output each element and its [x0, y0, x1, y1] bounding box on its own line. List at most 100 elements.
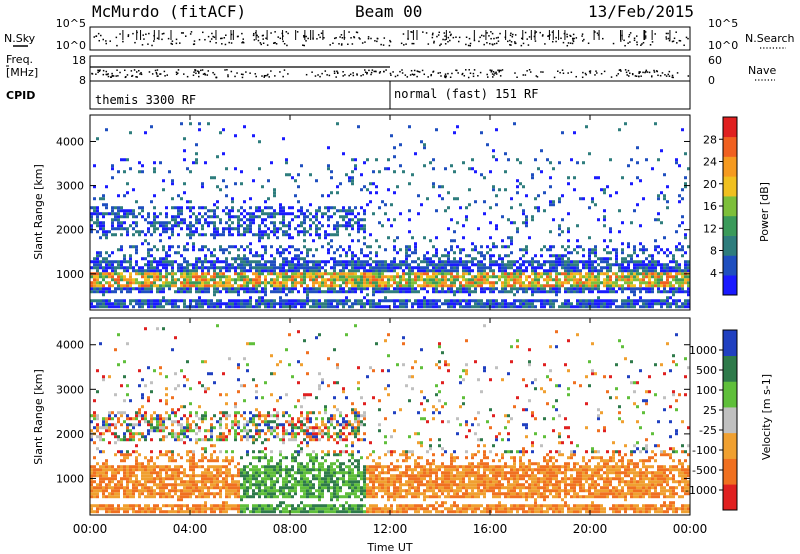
range-time-cell	[156, 426, 159, 430]
range-time-cell	[96, 221, 99, 225]
range-time-cell	[225, 287, 228, 291]
range-time-cell	[660, 275, 663, 279]
range-time-cell	[387, 188, 390, 192]
range-time-cell	[102, 290, 105, 294]
range-time-cell	[474, 290, 477, 294]
range-time-cell	[288, 299, 291, 303]
range-time-cell	[432, 302, 435, 306]
range-time-cell	[489, 248, 492, 252]
range-time-cell	[420, 266, 423, 270]
range-time-cell	[180, 227, 183, 231]
nsky-point	[211, 32, 213, 35]
range-time-cell	[348, 281, 351, 285]
range-time-cell	[276, 278, 279, 282]
range-time-cell	[99, 507, 102, 511]
range-time-cell	[222, 281, 225, 285]
nave-point	[283, 69, 286, 71]
range-time-cell	[606, 302, 609, 306]
range-time-cell	[360, 305, 363, 309]
range-time-cell	[483, 305, 486, 309]
range-time-cell	[138, 462, 141, 466]
range-time-cell	[189, 230, 192, 234]
range-time-cell	[624, 281, 627, 285]
range-time-cell	[336, 305, 339, 309]
range-time-cell	[117, 194, 120, 198]
range-time-cell	[645, 272, 648, 276]
range-time-cell	[96, 504, 99, 508]
range-time-cell	[240, 272, 243, 276]
range-time-cell	[141, 477, 144, 481]
range-time-cell	[189, 284, 192, 288]
range-time-cell	[456, 275, 459, 279]
range-time-cell	[207, 284, 210, 288]
range-time-cell	[330, 284, 333, 288]
range-time-cell	[357, 212, 360, 216]
range-time-cell	[567, 299, 570, 303]
range-time-cell	[609, 158, 612, 162]
range-time-cell	[504, 290, 507, 294]
nave-point	[668, 70, 671, 73]
range-time-cell	[630, 284, 633, 288]
range-time-cell	[492, 185, 495, 189]
nave-point	[406, 76, 409, 78]
nsky-point	[367, 37, 370, 40]
nave-point	[477, 75, 479, 77]
nave-point	[394, 75, 397, 78]
range-time-cell	[270, 221, 273, 225]
nave-point	[401, 72, 404, 74]
range-time-cell	[222, 251, 225, 255]
nsky-point	[382, 44, 385, 46]
range-time-cell	[606, 278, 609, 282]
range-time-cell	[375, 272, 378, 276]
range-time-cell	[159, 278, 162, 282]
range-time-cell	[96, 263, 99, 267]
range-time-cell	[351, 209, 354, 213]
range-time-cell	[318, 299, 321, 303]
range-time-cell	[201, 263, 204, 267]
range-time-cell	[144, 417, 147, 421]
range-time-cell	[156, 221, 159, 225]
range-time-cell	[537, 284, 540, 288]
range-time-cell	[246, 302, 249, 306]
nsky-point	[551, 40, 554, 43]
range-time-cell	[141, 486, 144, 490]
range-time-cell	[141, 164, 144, 168]
range-time-cell	[186, 504, 189, 508]
range-time-cell	[168, 495, 171, 499]
range-time-cell	[243, 200, 246, 204]
range-time-cell	[405, 281, 408, 285]
range-time-cell	[342, 302, 345, 306]
range-time-cell	[264, 266, 267, 270]
range-time-cell	[354, 290, 357, 294]
range-time-cell	[300, 224, 303, 228]
range-time-cell	[384, 269, 387, 273]
range-time-cell	[117, 450, 120, 454]
range-time-cell	[195, 227, 198, 231]
range-time-cell	[489, 275, 492, 279]
range-time-cell	[177, 263, 180, 267]
range-time-cell	[621, 176, 624, 180]
range-time-cell	[138, 504, 141, 508]
range-time-cell	[279, 221, 282, 225]
nsky-point	[376, 40, 378, 43]
range-time-cell	[399, 275, 402, 279]
range-time-cell	[576, 305, 579, 309]
range-time-cell	[573, 281, 576, 285]
range-time-cell	[399, 290, 402, 294]
range-time-cell	[453, 239, 456, 243]
range-time-cell	[576, 299, 579, 303]
range-time-cell	[360, 218, 363, 222]
range-time-cell	[396, 287, 399, 291]
range-time-cell	[288, 275, 291, 279]
range-time-cell	[495, 245, 498, 249]
range-time-cell	[519, 248, 522, 252]
range-time-cell	[279, 212, 282, 216]
range-time-cell	[171, 504, 174, 508]
freq-label-1: Freq.	[6, 53, 33, 66]
range-time-cell	[348, 248, 351, 252]
range-time-cell	[345, 224, 348, 228]
range-time-cell	[288, 290, 291, 294]
range-time-cell	[282, 278, 285, 282]
range-time-cell	[228, 302, 231, 306]
range-time-cell	[348, 269, 351, 273]
